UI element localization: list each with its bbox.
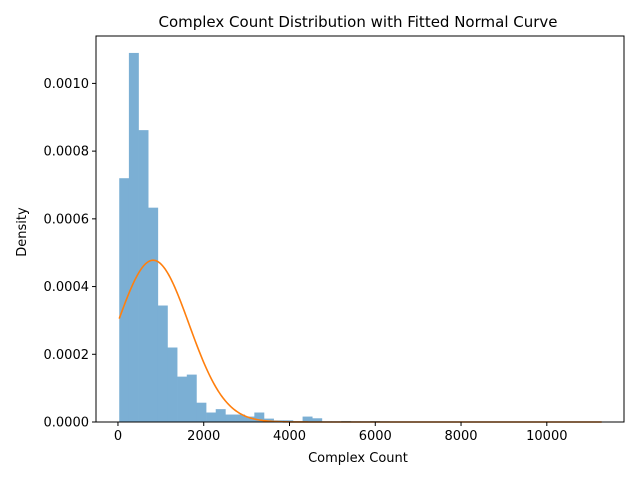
histogram-bar (302, 416, 313, 422)
y-axis-label: Density (15, 207, 30, 257)
histogram-bar (148, 207, 159, 422)
histogram-bar (312, 418, 323, 422)
histogram-bar (263, 418, 274, 422)
histogram-bars (119, 52, 390, 423)
x-tick-label: 4000 (273, 429, 306, 444)
x-axis-label: Complex Count (308, 451, 408, 466)
histogram-bar (157, 305, 168, 422)
y-axis-ticks: 0.0000 0.0002 0.0004 0.0006 0.0008 0.0010 (44, 77, 96, 431)
histogram-bar (215, 409, 226, 422)
y-tick-label: 0.0006 (44, 212, 90, 227)
y-tick-label: 0.0010 (44, 77, 90, 92)
x-tick-label: 6000 (359, 429, 392, 444)
y-tick-label: 0.0002 (44, 348, 90, 363)
histogram-bar (244, 416, 255, 422)
x-tick-label: 8000 (444, 429, 477, 444)
plot-frame (95, 35, 625, 423)
y-tick-label: 0.0004 (44, 280, 90, 295)
histogram-bar (186, 374, 197, 422)
histogram-bar (167, 347, 178, 422)
x-tick-label: 0 (114, 429, 122, 444)
y-tick-label: 0.0000 (44, 416, 90, 431)
x-axis-ticks: 0 2000 4000 6000 8000 10000 (114, 422, 567, 444)
y-tick-label: 0.0008 (44, 145, 90, 160)
histogram-bar (177, 376, 188, 422)
histogram-bar (196, 402, 207, 422)
x-tick-label: 10000 (526, 429, 567, 444)
histogram-bar (254, 412, 265, 422)
histogram-bar (206, 412, 217, 422)
histogram-bar (119, 178, 130, 422)
histogram-bar (225, 414, 236, 422)
histogram-bar (235, 414, 245, 422)
chart-title: Complex Count Distribution with Fitted N… (158, 13, 557, 31)
axes-frame (95, 35, 625, 423)
histogram-bar (128, 52, 139, 423)
x-tick-label: 2000 (187, 429, 220, 444)
histogram-bar (138, 130, 149, 422)
